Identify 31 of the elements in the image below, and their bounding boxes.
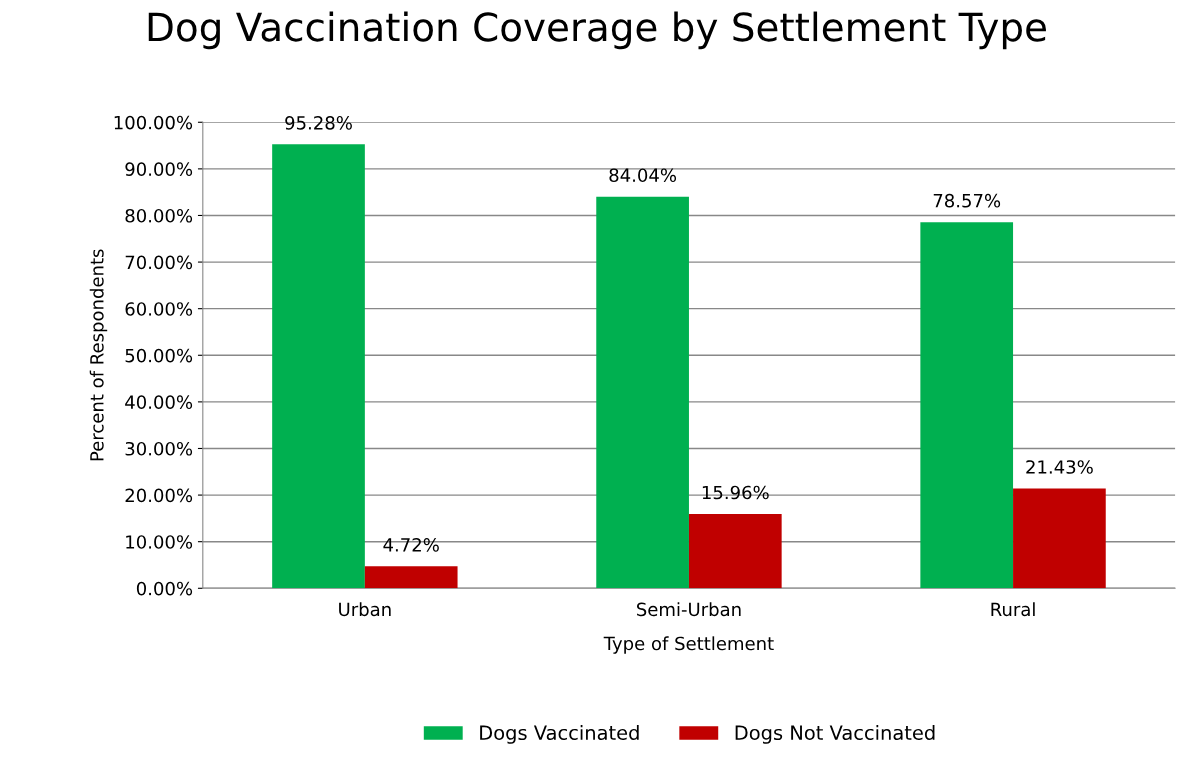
y-axis-title: Percent of Respondents [89,249,108,461]
bar [688,513,782,589]
bar [1013,488,1106,589]
y-tick-label: 60.00% [125,302,193,316]
y-tick-label: 30.00% [125,441,193,456]
y-tick-label: 50.00% [125,348,193,363]
x-tick-label: Semi-Urban [637,602,741,617]
bar [272,144,365,589]
legend-label: Dogs Not Vaccinated [735,724,935,744]
data-label: 15.96% [702,485,769,500]
legend-label: Dogs Vaccinated [480,724,639,744]
bar [364,566,458,589]
bar [596,196,689,589]
data-label: 95.28% [285,116,352,130]
chart-title: Dog Vaccination Coverage by Settlement Type [148,11,1046,50]
x-tick-label: Rural [991,602,1035,617]
y-tick-label: 100.00% [114,115,193,130]
x-axis-title: Type of Settlement [603,636,774,654]
x-tick-label: Urban [339,602,391,617]
y-tick-label: 90.00% [125,162,193,176]
y-tick-label: 0.00% [136,581,193,596]
y-tick-label: 70.00% [125,255,193,270]
y-tick-label: 40.00% [125,395,193,409]
data-label: 84.04% [609,168,677,183]
data-label: 4.72% [383,538,439,552]
y-tick-label: 10.00% [126,535,193,549]
data-label: 21.43% [1026,460,1093,474]
bar [920,222,1014,589]
y-tick-label: 20.00% [125,488,193,503]
data-label: 78.57% [933,193,1001,208]
y-tick-label: 80.00% [125,208,193,223]
